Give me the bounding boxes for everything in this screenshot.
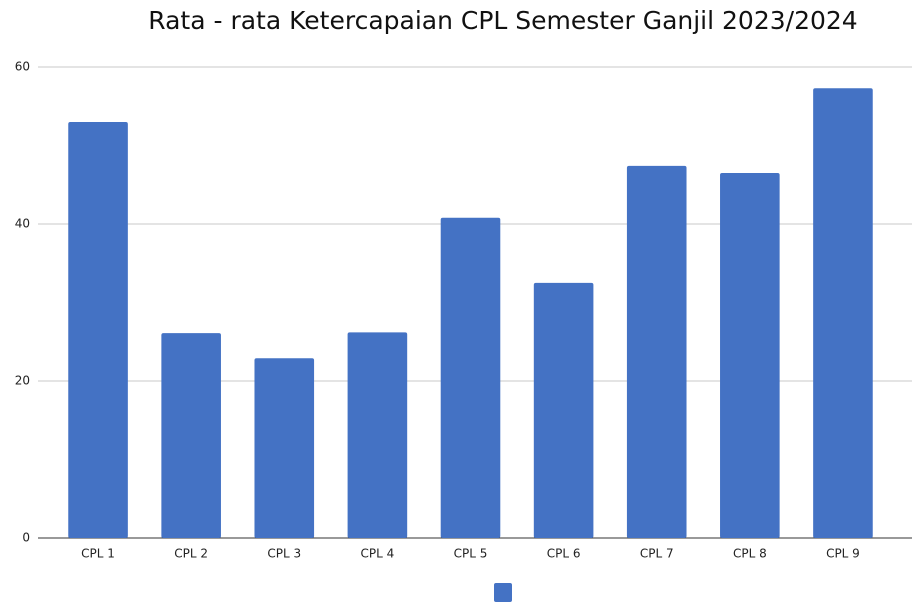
y-tick-label: 60 xyxy=(15,60,30,74)
x-tick-label: CPL 4 xyxy=(361,547,395,561)
bar xyxy=(720,172,780,538)
bar xyxy=(347,332,408,538)
x-tick-label: CPL 9 xyxy=(826,547,860,561)
bar xyxy=(533,282,594,538)
legend-swatch xyxy=(494,583,512,602)
x-tick-label: CPL 5 xyxy=(454,547,488,561)
y-tick-label: 0 xyxy=(22,531,30,545)
x-tick-label: CPL 3 xyxy=(267,547,301,561)
bar xyxy=(626,165,687,538)
bar xyxy=(813,88,873,538)
bar xyxy=(254,358,315,538)
x-tick-label: CPL 1 xyxy=(81,547,115,561)
bar xyxy=(161,333,221,538)
x-tick-label: CPL 6 xyxy=(547,547,581,561)
bar xyxy=(68,121,128,538)
chart-title: Rata - rata Ketercapaian CPL Semester Ga… xyxy=(148,6,857,35)
x-tick-label: CPL 7 xyxy=(640,547,674,561)
x-tick-label: CPL 8 xyxy=(733,547,767,561)
y-tick-label: 40 xyxy=(15,217,30,231)
y-tick-label: 20 xyxy=(15,374,30,388)
bar xyxy=(440,217,501,538)
x-tick-label: CPL 2 xyxy=(174,547,208,561)
